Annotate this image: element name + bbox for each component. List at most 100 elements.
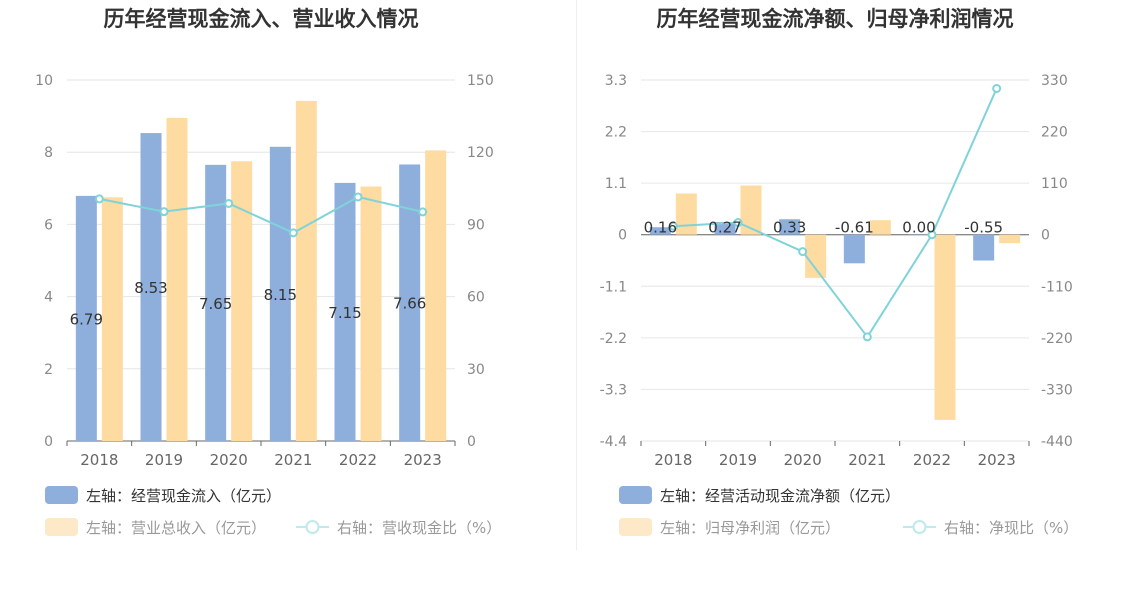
line-point	[288, 228, 298, 238]
y-tick-left: 10	[35, 73, 53, 89]
legend-label: 左轴：经营活动现金流净额（亿元）	[660, 487, 900, 505]
legend-label: 右轴：净现比（%）	[944, 519, 1078, 537]
legend-label: 左轴：归母净利润（亿元）	[660, 519, 840, 537]
bar-primary	[269, 146, 291, 441]
line-point	[159, 207, 169, 217]
bar-primary	[649, 227, 671, 235]
line-point	[927, 230, 937, 240]
bar-secondary	[231, 161, 253, 441]
y-tick-left: 0	[618, 228, 627, 244]
x-tick-label: 2023	[404, 451, 442, 469]
line-point	[862, 332, 872, 342]
y-tick-right: 330	[1041, 73, 1068, 89]
line-point	[992, 83, 1002, 93]
data-label: 6.79	[70, 310, 103, 328]
legend-label: 左轴：营业总收入（亿元）	[86, 519, 266, 537]
line-point	[668, 221, 678, 231]
data-label: 0.27	[708, 219, 741, 237]
x-tick-label: 2019	[145, 451, 183, 469]
legend-line-marker	[305, 520, 320, 534]
bar-secondary	[999, 234, 1021, 244]
bar-primary	[334, 182, 356, 441]
data-label: -0.61	[835, 219, 874, 237]
bar-secondary	[869, 220, 891, 235]
chart-title: 历年经营现金流入、营业收入情况	[104, 7, 419, 31]
line-point	[94, 194, 104, 204]
x-tick-label: 2020	[784, 451, 822, 469]
data-label: -0.55	[964, 219, 1003, 237]
y-tick-right: 60	[467, 290, 485, 306]
y-tick-left: 3.3	[605, 73, 627, 89]
y-tick-right: -440	[1041, 434, 1073, 450]
y-tick-left: -2.2	[600, 331, 627, 347]
line-point	[798, 247, 808, 257]
series-line	[673, 88, 998, 339]
legend-swatch	[619, 486, 652, 504]
bar-secondary	[166, 117, 188, 441]
line-point	[418, 207, 428, 217]
bar-primary	[205, 164, 227, 441]
bar-primary	[399, 164, 421, 441]
legend-label: 左轴：经营现金流入（亿元）	[86, 487, 281, 505]
y-tick-right: 30	[467, 362, 485, 378]
y-tick-left: -1.1	[600, 279, 627, 295]
y-tick-left: -4.4	[600, 434, 627, 450]
chart-panel-netcash-profit: 历年经营现金流净额、归母净利润情况 3.3 2.2 1.1 0 -1.1 -2.2 -3.3 -…	[574, 0, 1148, 589]
x-tick-label: 2018	[654, 451, 692, 469]
bar-secondary	[295, 100, 317, 442]
bar-primary	[908, 234, 930, 236]
line-point	[224, 198, 234, 208]
chart-cashflow-revenue: 历年经营现金流入、营业收入情况 0 2 4 6 8 10 0 30 60 90 120 150 2018 2…	[35, 7, 501, 537]
data-label: 0.33	[773, 219, 806, 237]
x-tick-label: 2022	[913, 451, 951, 469]
y-tick-left: 6	[44, 217, 53, 233]
x-tick-label: 2020	[210, 451, 248, 469]
y-tick-right: -110	[1041, 279, 1073, 295]
data-label: 7.65	[199, 295, 232, 313]
legend-swatch	[619, 518, 652, 536]
x-tick-label: 2022	[339, 451, 377, 469]
y-tick-right: 110	[1041, 176, 1068, 192]
y-tick-right: -220	[1041, 331, 1073, 347]
bar-secondary	[934, 234, 956, 420]
line-point	[733, 218, 743, 228]
y-tick-right: 0	[1041, 228, 1050, 244]
data-label: 0.00	[902, 219, 935, 237]
bar-primary	[75, 195, 97, 441]
y-tick-left: -3.3	[600, 382, 627, 398]
y-tick-left: 2.2	[605, 125, 627, 141]
y-tick-right: 0	[467, 434, 476, 450]
legend-swatch	[45, 486, 78, 504]
y-tick-left: 1.1	[605, 176, 627, 192]
y-tick-right: 150	[467, 73, 494, 89]
y-tick-right: 220	[1041, 125, 1068, 141]
chart-panel-cashflow-revenue: 历年经营现金流入、营业收入情况 0 2 4 6 8 10 0 30 60 90 120 150 2018 2…	[35, 7, 501, 537]
y-tick-left: 2	[44, 362, 53, 378]
bar-primary	[714, 222, 736, 235]
legend-line-marker	[912, 520, 927, 534]
x-tick-label: 2019	[719, 451, 757, 469]
bar-secondary	[101, 197, 123, 441]
bar-primary	[973, 234, 995, 261]
y-tick-left: 8	[44, 145, 53, 161]
chart-title: 历年经营现金流净额、归母净利润情况	[657, 7, 1014, 31]
y-tick-left: 0	[44, 434, 53, 450]
data-label: 8.15	[264, 286, 297, 304]
y-tick-right: 90	[467, 217, 485, 233]
bar-secondary	[740, 185, 762, 235]
bar-secondary	[425, 150, 447, 441]
data-label: 7.15	[328, 304, 361, 322]
legend-label: 右轴：营收现金比（%）	[337, 519, 501, 537]
bar-primary	[843, 234, 865, 264]
x-tick-label: 2021	[848, 451, 886, 469]
bar-secondary	[360, 186, 382, 441]
y-tick-right: -330	[1041, 382, 1073, 398]
y-tick-right: 120	[467, 145, 494, 161]
data-label: 0.16	[644, 219, 677, 237]
line-point	[353, 192, 363, 202]
x-tick-label: 2023	[978, 451, 1016, 469]
legend-swatch	[45, 518, 78, 536]
data-label: 7.66	[393, 295, 426, 313]
bar-secondary	[805, 234, 827, 278]
panel-divider	[576, 0, 577, 550]
